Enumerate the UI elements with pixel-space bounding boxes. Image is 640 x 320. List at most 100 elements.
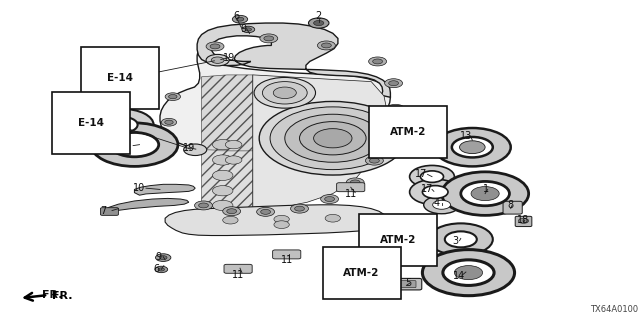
Circle shape <box>380 131 398 140</box>
Circle shape <box>206 42 224 51</box>
Polygon shape <box>197 23 390 97</box>
Circle shape <box>227 209 237 214</box>
Text: FR.: FR. <box>42 290 63 300</box>
Circle shape <box>461 181 509 206</box>
Text: 11: 11 <box>232 269 244 280</box>
Text: 3: 3 <box>452 236 459 246</box>
Text: 19: 19 <box>223 52 236 63</box>
Circle shape <box>212 200 233 211</box>
Circle shape <box>86 102 109 114</box>
Circle shape <box>156 254 171 261</box>
Circle shape <box>184 144 207 156</box>
Circle shape <box>161 118 177 126</box>
Circle shape <box>314 20 324 26</box>
Circle shape <box>369 57 387 66</box>
Circle shape <box>429 223 493 255</box>
Polygon shape <box>104 198 189 213</box>
Circle shape <box>168 94 177 99</box>
Text: 6: 6 <box>234 11 240 21</box>
Circle shape <box>270 107 396 170</box>
Circle shape <box>291 204 308 213</box>
Circle shape <box>471 187 499 201</box>
Circle shape <box>324 196 335 202</box>
Circle shape <box>433 200 451 209</box>
Text: 11: 11 <box>344 188 357 199</box>
Circle shape <box>294 206 305 211</box>
Circle shape <box>422 250 515 296</box>
Circle shape <box>110 132 159 157</box>
Circle shape <box>260 209 271 214</box>
Circle shape <box>264 36 274 41</box>
Circle shape <box>259 101 406 175</box>
Circle shape <box>242 26 255 33</box>
Circle shape <box>420 171 444 182</box>
Circle shape <box>164 120 173 124</box>
Text: 16: 16 <box>82 100 95 111</box>
FancyBboxPatch shape <box>100 208 118 215</box>
Circle shape <box>206 54 229 66</box>
Text: 13: 13 <box>460 131 472 141</box>
Text: 15: 15 <box>118 140 131 151</box>
Circle shape <box>195 201 212 210</box>
Circle shape <box>518 218 529 223</box>
Circle shape <box>254 77 316 108</box>
FancyBboxPatch shape <box>399 281 416 288</box>
Text: 9: 9 <box>156 252 162 262</box>
Text: 7: 7 <box>100 205 107 216</box>
Text: 17: 17 <box>415 169 428 180</box>
Circle shape <box>460 141 485 154</box>
Circle shape <box>91 123 178 166</box>
Circle shape <box>90 109 154 141</box>
Circle shape <box>198 203 209 208</box>
Circle shape <box>232 15 248 23</box>
FancyBboxPatch shape <box>515 216 532 227</box>
Circle shape <box>321 195 339 204</box>
FancyBboxPatch shape <box>395 125 417 132</box>
FancyBboxPatch shape <box>503 201 522 214</box>
Circle shape <box>158 268 164 271</box>
Text: 2: 2 <box>316 11 322 21</box>
Circle shape <box>273 87 296 99</box>
Circle shape <box>212 140 233 150</box>
FancyBboxPatch shape <box>273 250 301 259</box>
Text: 9: 9 <box>240 24 246 35</box>
Circle shape <box>454 266 483 280</box>
Text: 1: 1 <box>483 184 490 195</box>
Circle shape <box>77 98 118 118</box>
Circle shape <box>225 156 242 164</box>
Circle shape <box>365 156 383 165</box>
Circle shape <box>424 196 460 214</box>
Text: 11: 11 <box>280 255 293 265</box>
Circle shape <box>452 137 493 157</box>
Text: 8: 8 <box>508 200 514 211</box>
Text: 18: 18 <box>517 215 530 225</box>
Text: 10: 10 <box>133 183 146 193</box>
Text: ATM-2: ATM-2 <box>380 235 416 245</box>
Circle shape <box>274 215 289 223</box>
Polygon shape <box>134 184 195 195</box>
FancyBboxPatch shape <box>224 264 252 273</box>
Text: 14: 14 <box>453 271 466 281</box>
Polygon shape <box>253 75 387 211</box>
Circle shape <box>346 178 364 187</box>
Circle shape <box>225 140 242 149</box>
Text: E-14: E-14 <box>108 73 133 83</box>
Polygon shape <box>202 75 253 211</box>
Text: 12: 12 <box>108 119 120 129</box>
Circle shape <box>260 34 278 43</box>
Circle shape <box>257 207 275 216</box>
Circle shape <box>212 170 233 180</box>
Circle shape <box>223 207 241 216</box>
Circle shape <box>434 128 511 166</box>
Text: 17: 17 <box>421 184 434 195</box>
Circle shape <box>262 82 307 104</box>
Circle shape <box>223 216 238 224</box>
Text: 19: 19 <box>182 143 195 153</box>
Circle shape <box>210 44 220 49</box>
Circle shape <box>387 104 404 113</box>
Circle shape <box>212 186 233 196</box>
Circle shape <box>274 221 289 228</box>
Circle shape <box>155 266 168 273</box>
Circle shape <box>308 18 329 28</box>
Circle shape <box>317 41 335 50</box>
